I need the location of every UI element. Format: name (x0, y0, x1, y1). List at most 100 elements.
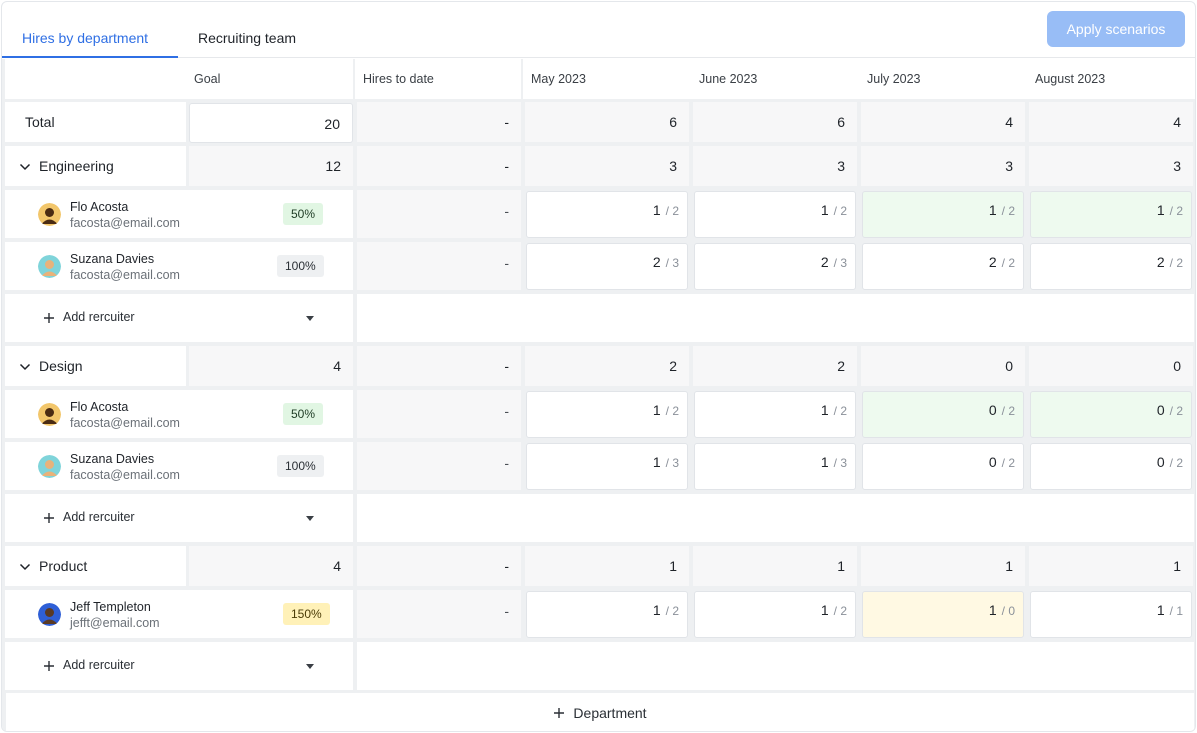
monthly-target-cell[interactable]: 1 / 3 (526, 443, 688, 490)
add-recruiter-button[interactable]: Add rercuiter (5, 642, 353, 690)
department-goal-input[interactable]: 4 (189, 546, 353, 586)
month-total-value: 4 (861, 102, 1025, 142)
header-month: May 2023 (523, 59, 691, 99)
planned-hires: 1 (652, 454, 661, 470)
header-month: June 2023 (691, 59, 859, 99)
monthly-target-cell[interactable]: 1 / 2 (1030, 191, 1192, 238)
recruiter-name: Suzana Davies (70, 252, 155, 266)
planned-hires: 0 (1156, 454, 1165, 470)
target-hires: / 2 (665, 204, 679, 218)
recruiter-email: facosta@email.com (70, 468, 180, 482)
month-total-value: 6 (693, 102, 857, 142)
target-hires: / 3 (833, 456, 847, 470)
monthly-target-cell[interactable]: 2 / 2 (862, 243, 1024, 290)
apply-scenarios-button[interactable]: Apply scenarios (1047, 11, 1185, 47)
monthly-target-cell[interactable]: 1 / 1 (1030, 591, 1192, 638)
department-name[interactable]: Product (5, 546, 186, 586)
planned-hires: 2 (820, 254, 829, 270)
monthly-target-cell[interactable]: 1 / 0 (862, 591, 1024, 638)
caret-down-icon[interactable] (306, 516, 314, 521)
add-department-label: Department (573, 705, 647, 721)
avatar (38, 455, 61, 478)
monthly-target-cell[interactable]: 1 / 3 (694, 443, 856, 490)
hires-to-date-value: - (357, 102, 521, 142)
tab-hires-by-department[interactable]: Hires by department (22, 30, 149, 46)
monthly-target-cell[interactable]: 0 / 2 (862, 443, 1024, 490)
planned-hires: 2 (1156, 254, 1165, 270)
monthly-target-cell[interactable]: 2 / 3 (694, 243, 856, 290)
monthly-target-cell[interactable]: 1 / 2 (694, 191, 856, 238)
planned-hires: 1 (652, 602, 661, 618)
active-tab-indicator (2, 56, 178, 58)
target-hires: / 2 (665, 404, 679, 418)
department-name[interactable]: Design (5, 346, 186, 386)
department-goal-input[interactable]: 12 (189, 146, 353, 186)
month-total-value: 0 (861, 346, 1025, 386)
plus-icon (554, 708, 565, 718)
recruiter-email: jefft@email.com (70, 616, 160, 630)
planned-hires: 0 (988, 402, 997, 418)
hires-to-date-value: - (357, 442, 521, 490)
target-hires: / 3 (665, 456, 679, 470)
add-recruiter-label: Add rercuiter (63, 510, 135, 524)
hires-to-date-value: - (357, 590, 521, 638)
department-name[interactable]: Engineering (5, 146, 186, 186)
chevron-down-icon[interactable] (19, 160, 31, 172)
monthly-target-cell[interactable]: 1 / 2 (862, 191, 1024, 238)
hires-to-date-value: - (357, 146, 521, 186)
tab-bar: Hires by department Recruiting team Appl… (2, 2, 1195, 58)
allocation-badge: 100% (277, 255, 324, 277)
allocation-badge: 100% (277, 455, 324, 477)
department-goal-input[interactable]: 4 (189, 346, 353, 386)
add-recruiter-button[interactable]: Add rercuiter (5, 294, 353, 342)
target-hires: / 1 (1169, 604, 1183, 618)
allocation-badge: 150% (283, 603, 330, 625)
monthly-target-cell[interactable]: 2 / 2 (1030, 243, 1192, 290)
monthly-target-cell[interactable]: 1 / 2 (694, 591, 856, 638)
hires-to-date-value: - (357, 546, 521, 586)
planned-hires: 1 (820, 202, 829, 218)
month-total-value: 1 (861, 546, 1025, 586)
caret-down-icon[interactable] (306, 664, 314, 669)
recruiter-email: facosta@email.com (70, 416, 180, 430)
month-total-value: 1 (1029, 546, 1193, 586)
tab-recruiting-team[interactable]: Recruiting team (198, 30, 297, 46)
header-hires-to-date: Hires to date (355, 59, 521, 99)
total-goal-input[interactable]: 20 (189, 103, 353, 143)
target-hires: / 2 (1169, 256, 1183, 270)
monthly-target-cell[interactable]: 0 / 2 (1030, 443, 1192, 490)
month-total-value: 3 (861, 146, 1025, 186)
hires-to-date-value: - (357, 390, 521, 438)
planned-hires: 1 (820, 402, 829, 418)
header-month: August 2023 (1027, 59, 1195, 99)
recruiter-email: facosta@email.com (70, 268, 180, 282)
month-total-value: 1 (525, 546, 689, 586)
add-department-button[interactable]: Department (6, 693, 1194, 731)
target-hires: / 2 (665, 604, 679, 618)
monthly-target-cell[interactable]: 0 / 2 (862, 391, 1024, 438)
caret-down-icon[interactable] (306, 316, 314, 321)
monthly-target-cell[interactable]: 0 / 2 (1030, 391, 1192, 438)
month-total-value: 3 (525, 146, 689, 186)
recruiter-name: Flo Acosta (70, 200, 129, 214)
planned-hires: 1 (652, 202, 661, 218)
chevron-down-icon[interactable] (19, 560, 31, 572)
target-hires: / 2 (833, 204, 847, 218)
target-hires: / 3 (833, 256, 847, 270)
monthly-target-cell[interactable]: 1 / 2 (694, 391, 856, 438)
monthly-target-cell[interactable]: 2 / 3 (526, 243, 688, 290)
monthly-target-cell[interactable]: 1 / 2 (526, 191, 688, 238)
planned-hires: 0 (1156, 402, 1165, 418)
target-hires: / 2 (1001, 404, 1015, 418)
hires-to-date-value: - (357, 190, 521, 238)
add-recruiter-button[interactable]: Add rercuiter (5, 494, 353, 542)
monthly-target-cell[interactable]: 1 / 2 (526, 391, 688, 438)
target-hires: / 2 (833, 404, 847, 418)
chevron-down-icon[interactable] (19, 360, 31, 372)
planned-hires: 2 (988, 254, 997, 270)
monthly-target-cell[interactable]: 1 / 2 (526, 591, 688, 638)
target-hires: / 0 (1001, 604, 1015, 618)
planned-hires: 0 (988, 454, 997, 470)
month-total-value: 3 (1029, 146, 1193, 186)
